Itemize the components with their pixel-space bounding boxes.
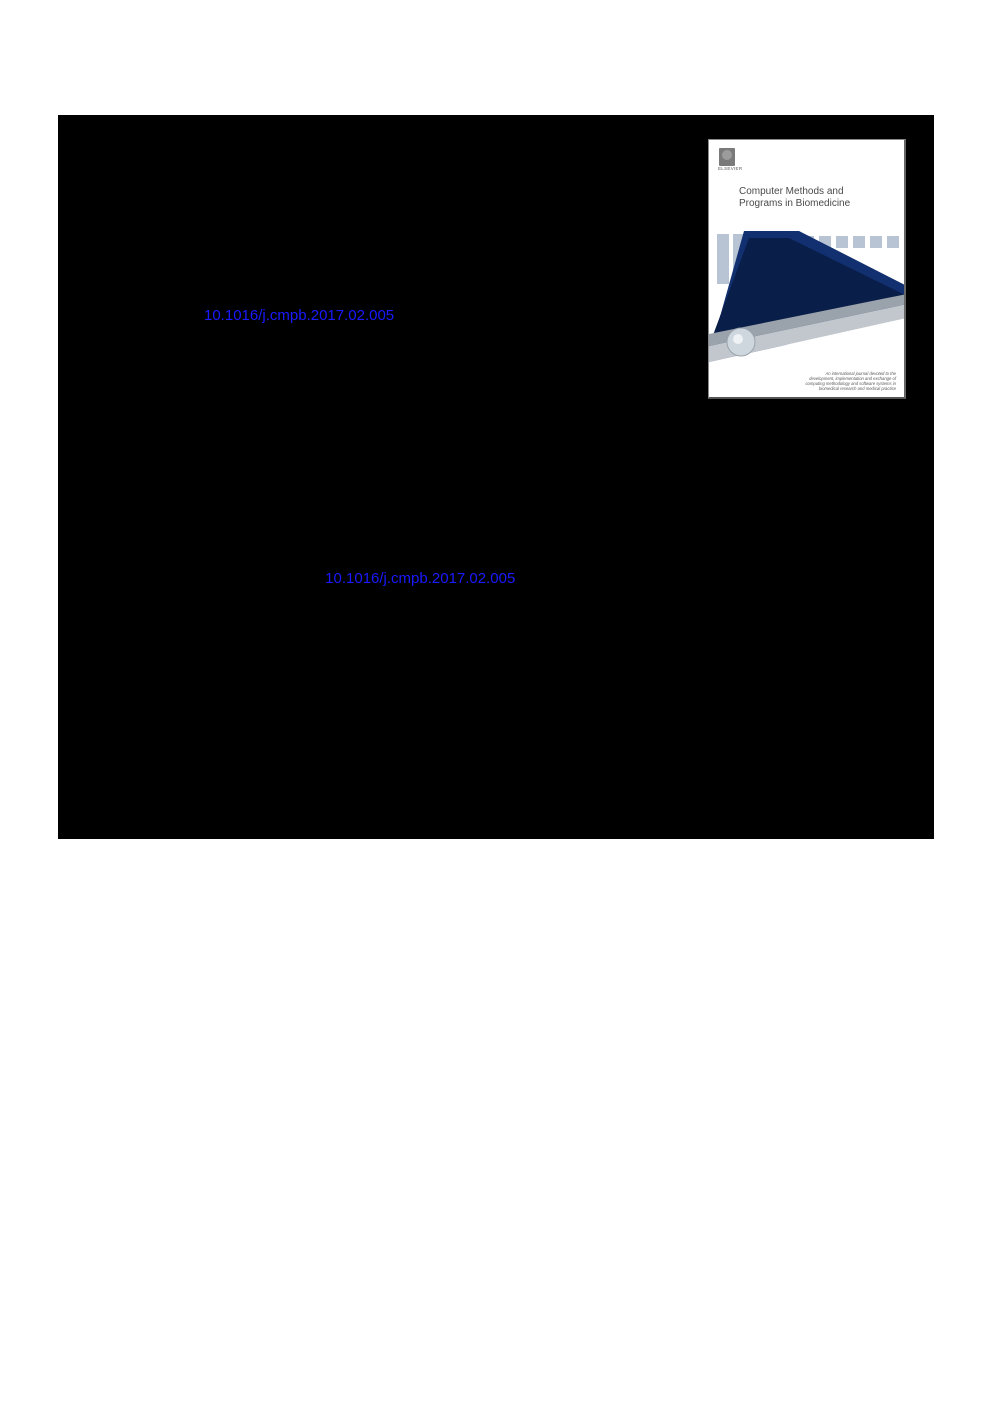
meta-row-pii: PII: S0169-2607(16)30902-7	[80, 281, 620, 304]
journal-cover-title-line2: Programs in Biomedicine	[739, 198, 850, 209]
revised-label: Revised date:	[80, 446, 204, 469]
doi-label: DOI:	[80, 304, 204, 327]
meta-row-reference: Reference: COMM 4352	[80, 328, 620, 351]
journal-cover-title-line1: Computer Methods and	[739, 186, 844, 197]
accepted-manuscript-panel: Accepted Manuscript Title: Electroenceph…	[58, 115, 934, 839]
reference-value: COMM 4352	[204, 328, 289, 351]
journal-cover-art	[709, 226, 906, 371]
authors-value: Raheel Zafar, Sarat C. Dass, Aamir Saeed…	[133, 239, 454, 256]
elsevier-logo-icon	[719, 148, 735, 166]
dates-block: Received date: 29-8-2016 Revised date: 1…	[80, 423, 620, 493]
received-label: Received date:	[80, 423, 204, 446]
journal-cover-footer: An international journal devoted to the …	[805, 371, 896, 391]
doi-value: 10.1016/j.cmpb.2017.02.005	[204, 304, 394, 327]
date-row-revised: Revised date: 18-1-2017	[80, 446, 620, 469]
date-row-accepted: Accepted date: 7-2-2017	[80, 469, 620, 492]
date-row-received: Received date: 29-8-2016	[80, 423, 620, 446]
page-title: Accepted Manuscript	[80, 135, 620, 164]
title-block: Title: Electroencephalogram-based decodi…	[80, 176, 620, 220]
to-appear-label: To appear in:	[80, 369, 620, 386]
citation-suffix: (2017), http://dx.doi.org/	[162, 570, 325, 587]
disclaimer-text: This is a PDF file of an unedited manusc…	[80, 616, 912, 706]
article-title: Electroencephalogram-based decoding cogn…	[80, 178, 558, 217]
to-appear-journal: Computer Methods and Programs in Biomedi…	[80, 390, 620, 407]
accepted-label: Accepted date:	[80, 469, 204, 492]
doi-link[interactable]: 10.1016/j.cmpb.2017.02.005	[204, 307, 394, 324]
journal-cover-inner: ELSEVIER Computer Methods and Programs i…	[709, 140, 904, 397]
elsevier-logo-text: ELSEVIER	[718, 166, 742, 171]
citation-block: Please cite this article as: Raheel Zafa…	[80, 493, 912, 591]
cover-footer-line4: biomedical research and medical practice	[819, 386, 896, 391]
received-value: 29-8-2016	[204, 423, 272, 446]
title-label: Title:	[80, 178, 112, 195]
citation-doi-link[interactable]: 10.1016/j.cmpb.2017.02.005	[325, 570, 515, 587]
revised-value: 18-1-2017	[204, 446, 272, 469]
journal-cover: ELSEVIER Computer Methods and Programs i…	[708, 139, 906, 399]
meta-table: PII: S0169-2607(16)30902-7 DOI: 10.1016/…	[80, 281, 620, 351]
meta-row-doi: DOI: 10.1016/j.cmpb.2017.02.005	[80, 304, 620, 327]
pii-label: PII:	[80, 281, 204, 304]
cover-art-svg	[709, 226, 906, 371]
pii-value: S0169-2607(16)30902-7	[204, 281, 367, 304]
authors-label: Author:	[80, 239, 128, 256]
authors-line: Author: Raheel Zafar, Sarat C. Dass, Aam…	[80, 237, 620, 259]
left-column: Accepted Manuscript Title: Electroenceph…	[80, 135, 620, 493]
journal-cover-title: Computer Methods and Programs in Biomedi…	[739, 186, 850, 210]
reference-label: Reference:	[80, 328, 204, 351]
accepted-value: 7-2-2017	[204, 469, 264, 492]
